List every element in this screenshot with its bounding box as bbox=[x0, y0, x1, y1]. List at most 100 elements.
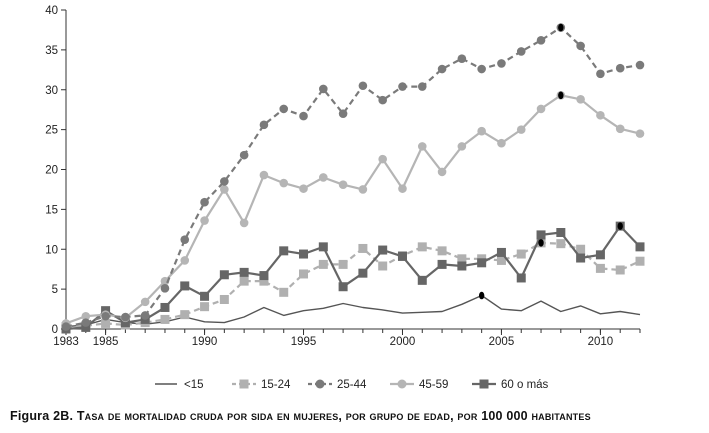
data-point-25-44 bbox=[497, 59, 506, 68]
data-point-25-44 bbox=[220, 177, 229, 186]
data-point-45-59 bbox=[160, 276, 170, 286]
data-point-25-44 bbox=[160, 284, 170, 293]
data-point-15-24 bbox=[299, 269, 309, 279]
series-line-under-15 bbox=[65, 294, 641, 328]
data-point-45-59 bbox=[299, 184, 308, 193]
data-point-60-o-m-s bbox=[299, 249, 309, 259]
data-point-60-o-m-s bbox=[496, 247, 506, 257]
data-point-60-o-m-s bbox=[120, 318, 130, 328]
data-point-60-o-m-s bbox=[536, 230, 546, 240]
data-point-45-59 bbox=[635, 129, 645, 138]
data-point-15-24 bbox=[635, 256, 645, 266]
legend-label-25-44: 25-44 bbox=[337, 379, 367, 391]
data-point-60-o-m-s bbox=[378, 245, 388, 255]
data-point-45-59 bbox=[437, 167, 447, 177]
series-under-15 bbox=[65, 294, 641, 328]
data-point-15-24 bbox=[457, 254, 467, 264]
data-point-15-24 bbox=[338, 259, 348, 269]
data-point-60-o-m-s bbox=[417, 275, 427, 285]
data-point-25-44 bbox=[180, 235, 190, 244]
x-tick-label: 1983 bbox=[53, 336, 79, 348]
data-point-45-59 bbox=[536, 104, 546, 114]
data-point-25-44 bbox=[81, 318, 91, 327]
data-point-45-59 bbox=[417, 142, 427, 151]
y-tick-label: 10 bbox=[45, 244, 58, 256]
data-point-25-44 bbox=[121, 312, 130, 322]
data-point-45-59 bbox=[516, 125, 526, 134]
data-point-60-o-m-s bbox=[200, 291, 210, 301]
data-point-60-o-m-s bbox=[556, 228, 566, 238]
series-line-25-44 bbox=[65, 26, 641, 328]
data-point-15-24 bbox=[496, 255, 506, 265]
data-point-45-59 bbox=[338, 180, 348, 189]
data-point-15-24 bbox=[576, 244, 586, 254]
legend-item-25-44: 25-44 bbox=[308, 379, 367, 391]
series-line-45-59 bbox=[65, 94, 641, 325]
y-tick-label: 35 bbox=[45, 45, 58, 57]
figure-caption-label: Figura 2B. bbox=[10, 409, 74, 423]
data-point-60-o-m-s bbox=[397, 251, 407, 261]
data-point-45-59 bbox=[378, 154, 387, 164]
data-point-25-44 bbox=[536, 36, 546, 45]
data-point-45-59 bbox=[259, 170, 269, 180]
data-point-25-44 bbox=[259, 120, 269, 130]
legend-item-60-o-m-s: 60 o más bbox=[472, 379, 549, 391]
legend-swatch-marker-15-24 bbox=[239, 379, 249, 389]
data-point-45-59 bbox=[615, 124, 625, 134]
data-point-15-24 bbox=[417, 242, 427, 252]
data-point-45-59 bbox=[180, 256, 190, 265]
chart-plot-area bbox=[61, 23, 645, 334]
data-point-60-o-m-s bbox=[180, 281, 190, 291]
data-point-15-24 bbox=[378, 261, 388, 271]
data-point-60-o-m-s bbox=[279, 246, 289, 256]
data-point-15-24 bbox=[200, 302, 210, 312]
series-15-24 bbox=[61, 238, 645, 332]
data-point-25-44 bbox=[239, 150, 249, 160]
data-point-25-44 bbox=[477, 64, 486, 74]
data-point-25-44 bbox=[101, 311, 110, 321]
data-point-25-44 bbox=[576, 41, 585, 51]
highlight-point-60-o-m-s bbox=[617, 222, 623, 230]
figure-caption: Figura 2B. Tasa de mortalidad cruda por … bbox=[10, 409, 705, 423]
series-25-44 bbox=[61, 23, 645, 331]
y-tick-label: 25 bbox=[45, 125, 58, 137]
data-point-45-59 bbox=[497, 138, 506, 148]
chart-axes: 0 5 10 15 20 25 30 35 40 1983 1985 1990 1995 2000 2005… bbox=[45, 5, 641, 348]
legend-label-60-o-m-s: 60 o más bbox=[501, 379, 549, 391]
x-tick-label: 2000 bbox=[390, 336, 416, 348]
data-point-25-44 bbox=[378, 95, 387, 105]
data-point-45-59 bbox=[200, 216, 209, 225]
data-point-15-24 bbox=[437, 246, 447, 256]
data-point-60-o-m-s bbox=[437, 259, 447, 269]
y-tick-label: 0 bbox=[52, 324, 58, 336]
legend-label-15-24: 15-24 bbox=[261, 379, 291, 391]
data-point-15-24 bbox=[279, 287, 289, 297]
data-point-15-24 bbox=[259, 276, 269, 286]
data-point-15-24 bbox=[219, 294, 229, 304]
y-tick-label: 15 bbox=[45, 204, 58, 216]
data-point-45-59 bbox=[358, 185, 368, 194]
data-point-25-44 bbox=[200, 197, 209, 207]
legend-swatch-marker-25-44 bbox=[315, 379, 325, 389]
x-tick-label: 1995 bbox=[291, 336, 317, 348]
legend-item-15-24: 15-24 bbox=[232, 379, 291, 391]
figure-caption-text: Tasa de mortalidad cruda por sida en muj… bbox=[76, 409, 591, 423]
legend-label-under-15: <15 bbox=[184, 379, 204, 391]
data-point-45-59 bbox=[398, 184, 407, 193]
x-tick-label: 2005 bbox=[489, 336, 515, 348]
mortality-line-chart: 0 5 10 15 20 25 30 35 40 1983 1985 1990 1995 2000 2005… bbox=[45, 5, 645, 391]
data-point-60-o-m-s bbox=[219, 270, 229, 280]
data-point-45-59 bbox=[220, 185, 229, 194]
data-point-25-44 bbox=[596, 69, 605, 79]
data-point-45-59 bbox=[140, 297, 150, 307]
data-point-60-o-m-s bbox=[358, 268, 368, 278]
x-tick-label: 1985 bbox=[93, 336, 119, 348]
data-point-60-o-m-s bbox=[516, 273, 526, 283]
data-point-25-44 bbox=[279, 104, 289, 114]
legend-swatch-marker-60-o-m-s bbox=[479, 379, 489, 389]
data-point-15-24 bbox=[595, 263, 605, 273]
data-point-25-44 bbox=[615, 63, 625, 73]
data-point-45-59 bbox=[279, 178, 289, 188]
y-tick-label: 30 bbox=[45, 85, 58, 97]
data-point-25-44 bbox=[437, 64, 447, 74]
